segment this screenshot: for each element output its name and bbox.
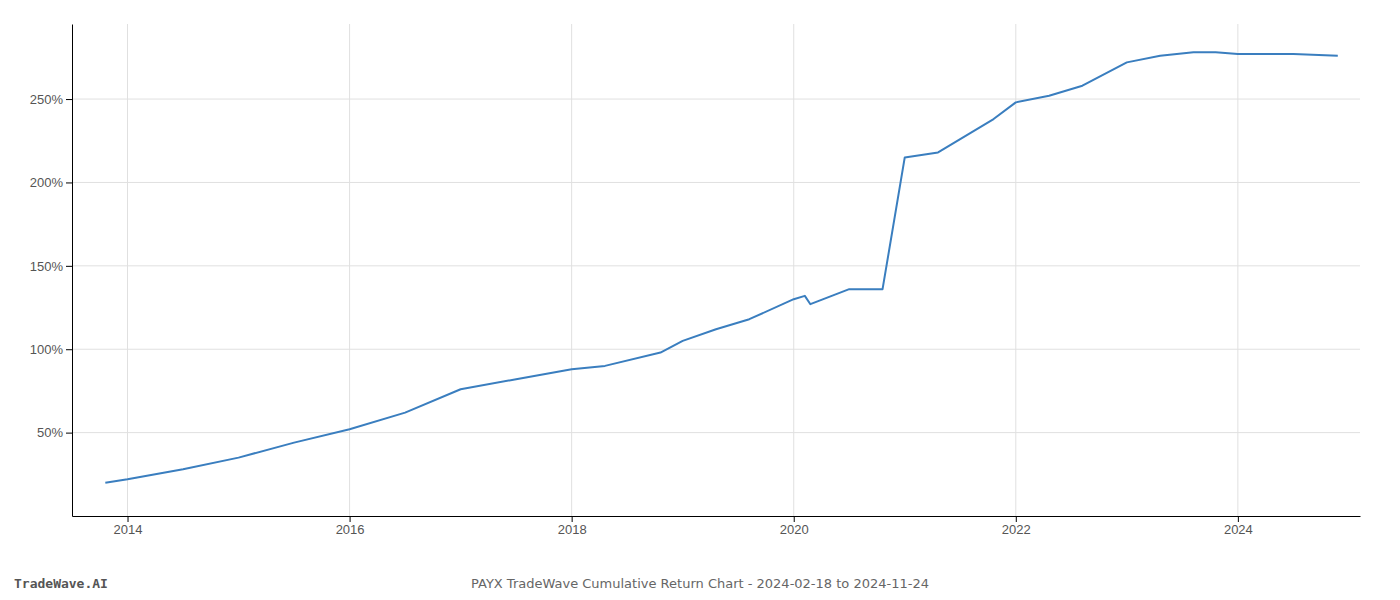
y-tick-label: 50% (37, 425, 63, 440)
x-tick-label: 2022 (1002, 522, 1031, 537)
x-tick-label: 2018 (558, 522, 587, 537)
x-tick-label: 2016 (336, 522, 365, 537)
y-tick-label: 250% (30, 92, 64, 107)
grid-line-x (127, 24, 128, 516)
chart-container: 2014 2016 2018 2020 2022 2024 50% 100% 150% 200% 2… (0, 0, 1400, 600)
y-tick: 100% (30, 342, 72, 357)
y-axis: 50% 100% 150% 200% 250% (30, 25, 73, 517)
data-line (105, 52, 1337, 482)
y-tick-mark (66, 349, 72, 350)
y-tick: 250% (30, 92, 72, 107)
x-tick-label: 2024 (1224, 522, 1253, 537)
x-axis: 2014 2016 2018 2020 2022 2024 (73, 516, 1361, 537)
x-tick: 2020 (780, 516, 809, 537)
grid-line-x (1237, 24, 1238, 516)
x-tick: 2016 (336, 516, 365, 537)
x-tick-label: 2020 (780, 522, 809, 537)
y-tick-mark (66, 266, 72, 267)
y-tick-label: 100% (30, 342, 64, 357)
grid-line-x (793, 24, 794, 516)
x-tick: 2022 (1002, 516, 1031, 537)
grid-line-x (349, 24, 350, 516)
y-tick-mark (66, 99, 72, 100)
chart-svg: 2014 2016 2018 2020 2022 2024 50% 100% 150% 200% 2… (0, 0, 1400, 600)
y-axis-line (72, 25, 73, 517)
x-tick: 2018 (558, 516, 587, 537)
y-tick-label: 150% (30, 258, 64, 273)
x-tick-mark (572, 516, 573, 522)
x-tick-label: 2014 (114, 522, 143, 537)
x-tick: 2014 (114, 516, 143, 537)
x-tick-mark (1238, 516, 1239, 522)
grid-line-y (72, 349, 1360, 350)
x-tick-mark (794, 516, 795, 522)
plot-area (105, 52, 1337, 482)
grid-line-y (72, 432, 1360, 433)
x-tick: 2024 (1224, 516, 1253, 537)
y-tick-mark (66, 182, 72, 183)
y-tick-label: 200% (30, 175, 64, 190)
x-axis-line (73, 516, 1361, 517)
x-tick-mark (350, 516, 351, 522)
grid-line-y (72, 265, 1360, 266)
chart-title: PAYX TradeWave Cumulative Return Chart -… (471, 576, 929, 591)
grid-line-x (571, 24, 572, 516)
y-tick-mark (66, 433, 72, 434)
y-tick: 50% (37, 425, 72, 440)
grid-line-x (1015, 24, 1016, 516)
annotation: TradeWave.AI (14, 576, 108, 591)
grid (72, 24, 1360, 516)
x-tick-mark (1016, 516, 1017, 522)
y-tick: 150% (30, 258, 72, 273)
grid-line-y (72, 99, 1360, 100)
y-tick: 200% (30, 175, 72, 190)
x-tick-mark (128, 516, 129, 522)
grid-line-y (72, 182, 1360, 183)
